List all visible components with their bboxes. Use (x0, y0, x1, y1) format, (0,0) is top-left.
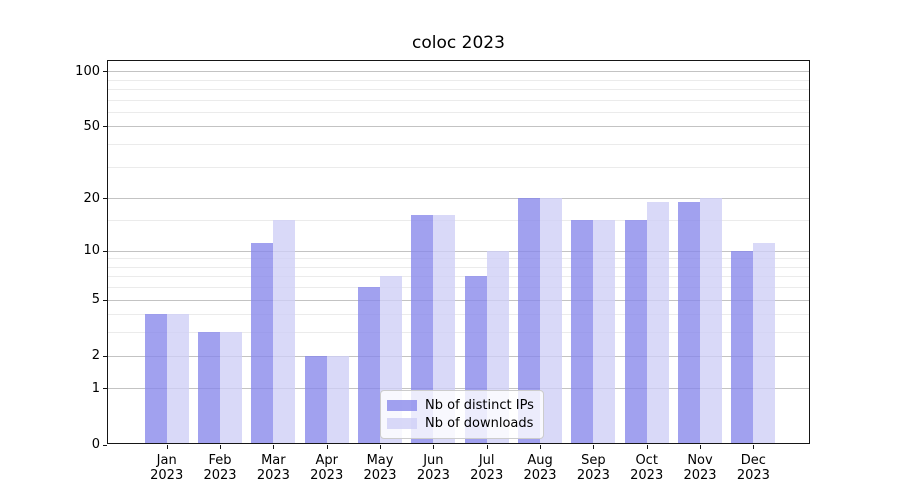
x-tick-label: Dec 2023 (736, 452, 770, 483)
x-tick-mark (646, 444, 648, 449)
x-tick-mark (593, 444, 595, 449)
bar-nb-of-downloads-oct (646, 202, 669, 445)
x-tick-label: Aug 2023 (523, 452, 557, 483)
gridline-minor (108, 276, 809, 278)
gridline-minor (108, 258, 809, 260)
chart-title: coloc 2023 (412, 33, 505, 53)
legend-label-distinct-ips: Nb of distinct IPs (425, 398, 534, 413)
y-tick-label: 1 (91, 380, 100, 396)
gridline-major (108, 71, 809, 73)
bar-nb-of-downloads-jun (433, 215, 456, 445)
x-tick-label: Apr 2023 (310, 452, 344, 483)
plot-area (107, 60, 810, 445)
bar-nb-of-downloads-jan (166, 314, 189, 445)
bar-nb-of-distinct-ips-may (358, 287, 381, 445)
bar-nb-of-distinct-ips-aug (518, 198, 541, 445)
bars-layer (107, 60, 810, 445)
x-tick-mark (700, 444, 702, 449)
x-tick-label: Jan 2023 (150, 452, 184, 483)
bar-nb-of-distinct-ips-sep (571, 220, 594, 445)
y-tick-label: 5 (91, 292, 100, 308)
gridline-minor (108, 287, 809, 289)
y-tick-mark (103, 444, 107, 446)
legend: Nb of distinct IPs Nb of downloads (380, 390, 544, 439)
bar-nb-of-distinct-ips-nov (678, 202, 701, 445)
y-tick-label: 0 (91, 437, 100, 452)
x-tick-mark (273, 444, 275, 449)
bar-nb-of-downloads-sep (593, 220, 616, 445)
bar-nb-of-distinct-ips-mar (251, 243, 274, 445)
y-tick-mark (103, 198, 107, 200)
bar-nb-of-downloads-dec (753, 243, 776, 445)
legend-swatch-downloads (387, 418, 417, 429)
gridline-minor (108, 79, 809, 81)
x-tick-mark (753, 444, 755, 449)
x-tick-label: Jun 2023 (416, 452, 450, 483)
legend-label-downloads: Nb of downloads (425, 416, 534, 431)
x-tick-mark (220, 444, 222, 449)
bar-nb-of-downloads-aug (540, 198, 563, 445)
y-tick-label: 2 (91, 348, 100, 364)
y-tick-mark (103, 388, 107, 390)
bar-nb-of-downloads-mar (273, 220, 296, 445)
gridline-minor (108, 314, 809, 316)
x-tick-mark (380, 444, 382, 449)
x-tick-mark (326, 444, 328, 449)
y-tick-mark (103, 355, 107, 357)
y-tick-label: 50 (83, 118, 100, 134)
gridline-minor (108, 266, 809, 268)
y-tick-label: 20 (83, 190, 100, 206)
x-tick-mark (433, 444, 435, 449)
bar-nb-of-distinct-ips-jun (411, 215, 434, 445)
y-tick-mark (103, 126, 107, 128)
gridline-minor (108, 166, 809, 168)
x-tick-label: May 2023 (363, 452, 397, 483)
bar-nb-of-distinct-ips-dec (731, 250, 754, 445)
gridline-major (108, 299, 809, 301)
x-tick-mark (166, 444, 168, 449)
x-tick-label: Nov 2023 (683, 452, 717, 483)
bar-nb-of-downloads-apr (326, 355, 349, 445)
gridline-minor (108, 332, 809, 334)
x-tick-mark (540, 444, 542, 449)
gridline-major (108, 355, 809, 357)
x-tick-label: Feb 2023 (203, 452, 237, 483)
gridline-minor (108, 220, 809, 222)
x-tick-label: Oct 2023 (630, 452, 664, 483)
gridline-major (108, 250, 809, 252)
y-tick-mark (103, 299, 107, 301)
y-tick-label: 100 (75, 63, 100, 79)
bar-nb-of-distinct-ips-oct (624, 220, 647, 445)
gridline-minor (108, 88, 809, 90)
gridline-major (108, 198, 809, 200)
y-tick-mark (103, 71, 107, 73)
y-tick-label: 10 (83, 243, 100, 258)
gridline-minor (108, 144, 809, 146)
bar-nb-of-distinct-ips-apr (304, 355, 327, 445)
legend-entry-downloads: Nb of downloads (387, 416, 534, 431)
x-tick-mark (486, 444, 488, 449)
y-tick-mark (103, 250, 107, 252)
gridline-major (108, 388, 809, 390)
bar-nb-of-distinct-ips-feb (198, 332, 221, 445)
x-tick-label: Sep 2023 (576, 452, 610, 483)
grid-layer (107, 60, 810, 444)
x-tick-label: Mar 2023 (256, 452, 290, 483)
legend-entry-distinct-ips: Nb of distinct IPs (387, 398, 534, 413)
x-tick-label: Jul 2023 (470, 452, 504, 483)
gridline-minor (108, 99, 809, 101)
bar-nb-of-downloads-feb (220, 332, 243, 445)
bar-nb-of-distinct-ips-jan (144, 314, 167, 445)
legend-swatch-distinct-ips (387, 400, 417, 411)
bar-nb-of-downloads-nov (700, 198, 723, 445)
gridline-major (108, 126, 809, 128)
gridline-minor (108, 111, 809, 113)
